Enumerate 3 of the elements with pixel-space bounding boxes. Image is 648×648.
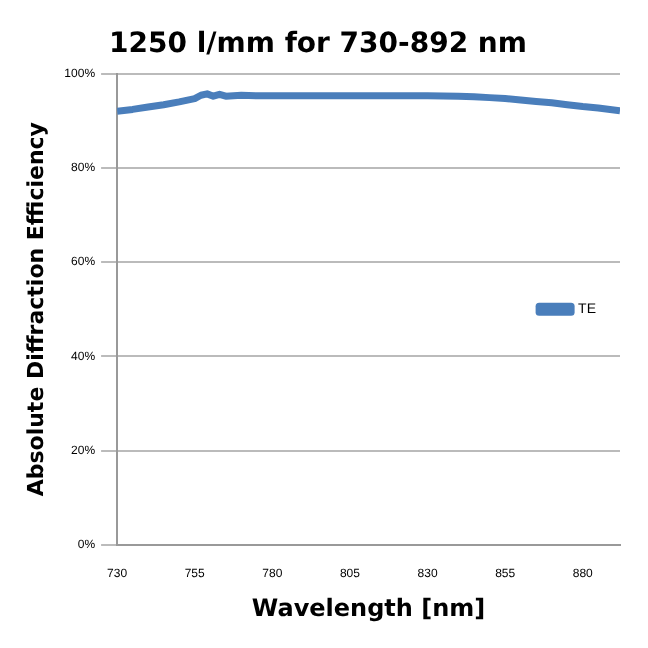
x-axis-title: Wavelength [nm] (251, 593, 486, 622)
y-axis-title: Absolute Diffraction Efficiency (22, 122, 49, 497)
chart-title: 1250 l/mm for 730-892 nm (109, 28, 527, 61)
